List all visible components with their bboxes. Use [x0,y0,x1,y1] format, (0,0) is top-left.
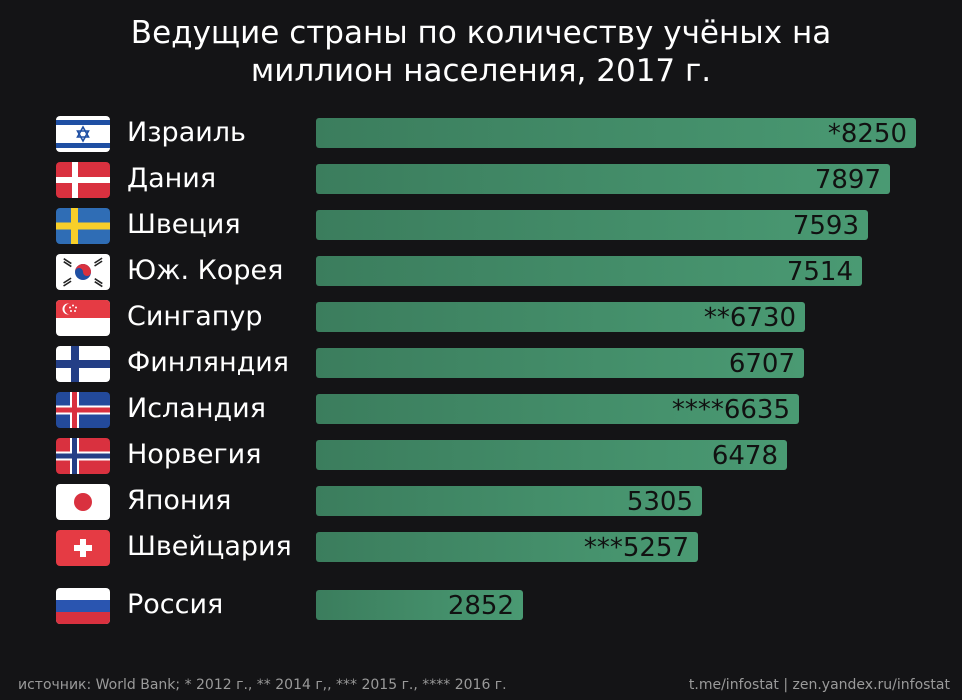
source-note: источник: World Bank; * 2012 г., ** 2014… [18,677,507,693]
russia-flag-icon [56,588,110,624]
bar [316,486,702,516]
bar [316,164,890,194]
country-label: Япония [127,485,232,516]
bar [316,118,916,148]
bar [316,394,799,424]
israel-flag-icon [56,116,110,152]
switzerland-flag-icon [56,530,110,566]
chart-title-line-1: Ведущие страны по количеству учёных на [130,15,832,51]
value-label: 5305 [626,487,693,517]
country-label: Дания [127,163,217,194]
value-label: **6730 [703,303,796,333]
value-label: 7593 [792,211,859,241]
value-label: 7897 [814,165,881,195]
value-label: ***5257 [583,533,689,563]
country-label: Швейцария [127,531,292,562]
bar [316,348,804,378]
country-label: Норвегия [127,439,262,470]
iceland-flag-icon [56,392,110,428]
bar [316,532,698,562]
channel-links: t.me/infostat | zen.yandex.ru/infostat [688,677,950,693]
country-label: Швеция [127,209,241,240]
bar [316,590,523,620]
bar [316,256,862,286]
singapore-flag-icon [56,300,110,336]
country-label: Финляндия [127,347,290,378]
value-label: 2852 [447,591,514,621]
finland-flag-icon [56,346,110,382]
value-label: *8250 [827,119,907,149]
south-korea-flag-icon [56,254,110,290]
value-label: 6707 [728,349,795,379]
norway-flag-icon [56,438,110,474]
value-label: 6478 [711,441,778,471]
japan-flag-icon [56,484,110,520]
sweden-flag-icon [56,208,110,244]
chart-title: Ведущие страны по количеству учёных на м… [0,14,962,90]
country-label: Сингапур [127,301,263,332]
denmark-flag-icon [56,162,110,198]
country-label: Исландия [127,393,266,424]
chart-title-line-2: миллион населения, 2017 г. [250,53,712,89]
bar [316,210,868,240]
country-label: Израиль [127,117,246,148]
country-label: Россия [127,589,224,620]
value-label: ****6635 [671,395,790,425]
bar [316,440,787,470]
value-label: 7514 [786,257,853,287]
country-label: Юж. Корея [127,255,284,286]
bar [316,302,805,332]
